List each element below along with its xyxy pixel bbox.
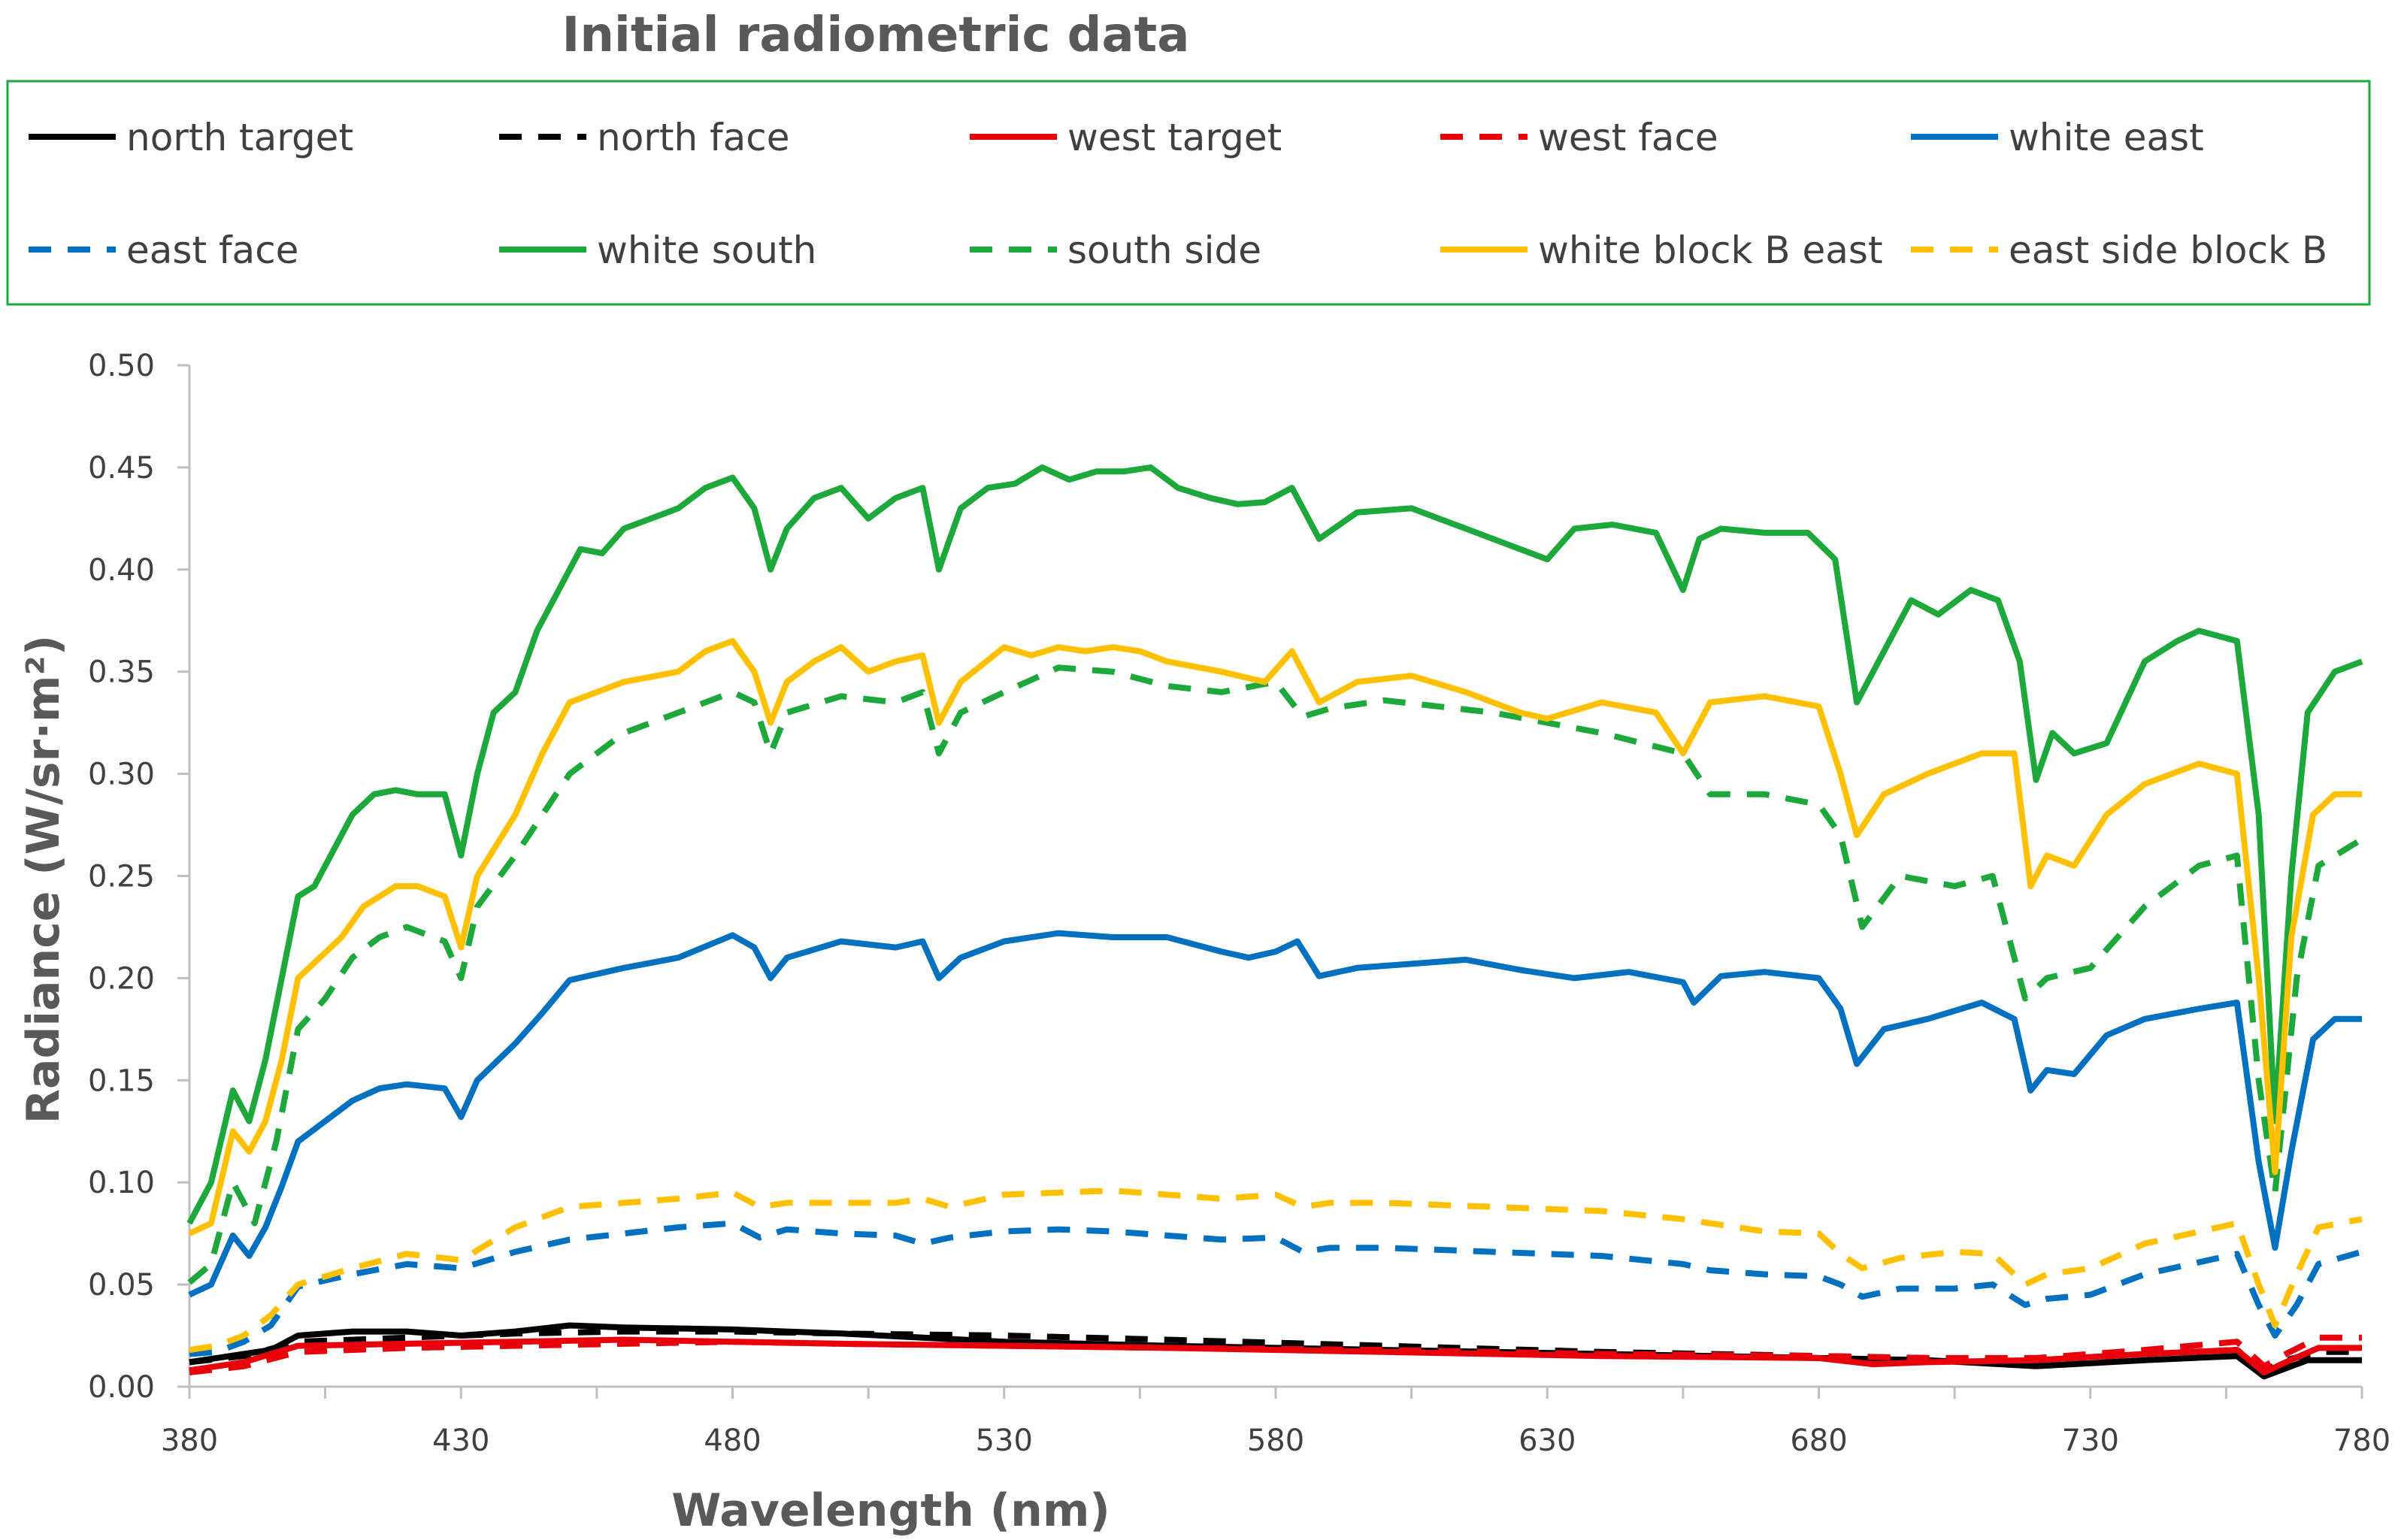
legend-label-east-side-block-b: east side block B bbox=[2009, 228, 2327, 272]
series-line-west-face bbox=[189, 1334, 2362, 1375]
legend-label-south-side: south side bbox=[1067, 228, 1261, 272]
x-tick-label: 530 bbox=[976, 1424, 1033, 1458]
legend: north target north face west target west fa… bbox=[29, 116, 2327, 272]
y-tick-label: 0.40 bbox=[88, 553, 155, 588]
series-line-south-side bbox=[187, 664, 2364, 1285]
x-axis-title: Wavelength (nm) bbox=[671, 1484, 1110, 1537]
x-tick-label: 780 bbox=[2333, 1424, 2390, 1458]
y-tick-label: 0.05 bbox=[88, 1268, 155, 1302]
x-tick-label: 730 bbox=[2062, 1424, 2119, 1458]
y-tick-label: 0.00 bbox=[88, 1370, 155, 1405]
y-tick-label: 0.15 bbox=[88, 1063, 155, 1098]
legend-label-north-target: north target bbox=[126, 116, 353, 159]
y-axis: 0.00 0.05 0.10 0.15 0.20 0.25 0.30 0.35 0.40 0.45… bbox=[88, 349, 191, 1405]
y-tick-label: 0.25 bbox=[88, 860, 155, 894]
series-line-east-side-block-b bbox=[189, 1188, 2363, 1354]
chart-title: Initial radiometric data bbox=[562, 8, 1190, 63]
y-tick-label: 0.10 bbox=[88, 1166, 155, 1200]
legend-label-east-face: east face bbox=[126, 228, 298, 272]
x-axis: 380 430 480 530 580 630 680 730 780 bbox=[161, 1385, 2390, 1458]
legend-label-west-target: west target bbox=[1067, 116, 1282, 159]
legend-label-white-south: white south bbox=[597, 228, 816, 272]
y-tick-label: 0.30 bbox=[88, 758, 155, 792]
plot-series bbox=[186, 464, 2364, 1380]
x-tick-label: 580 bbox=[1247, 1424, 1304, 1458]
x-tick-label: 630 bbox=[1518, 1424, 1576, 1458]
y-tick-label: 0.45 bbox=[88, 451, 155, 486]
series-line-east-face bbox=[189, 1220, 2363, 1357]
series-line-white-east bbox=[188, 930, 2362, 1298]
y-tick-label: 0.50 bbox=[88, 349, 155, 383]
series-line-white-block-b-east bbox=[188, 637, 2362, 1236]
x-tick-label: 680 bbox=[1790, 1424, 1847, 1458]
legend-label-white-east: white east bbox=[2009, 116, 2204, 159]
legend-box bbox=[6, 80, 2371, 306]
series-line-white-south bbox=[186, 464, 2363, 1225]
legend-label-white-block-b-east: white block B east bbox=[1538, 228, 1883, 272]
y-tick-label: 0.35 bbox=[88, 655, 155, 690]
x-tick-label: 380 bbox=[161, 1424, 218, 1458]
y-tick-label: 0.20 bbox=[88, 961, 155, 996]
legend-label-west-face: west face bbox=[1538, 116, 1718, 159]
x-tick-label: 480 bbox=[704, 1424, 761, 1458]
y-axis-title: Radiance (W/sr·m²) bbox=[17, 635, 70, 1124]
x-tick-label: 430 bbox=[432, 1424, 489, 1458]
series-line-north-target bbox=[189, 1322, 2362, 1380]
legend-label-north-face: north face bbox=[597, 116, 790, 159]
